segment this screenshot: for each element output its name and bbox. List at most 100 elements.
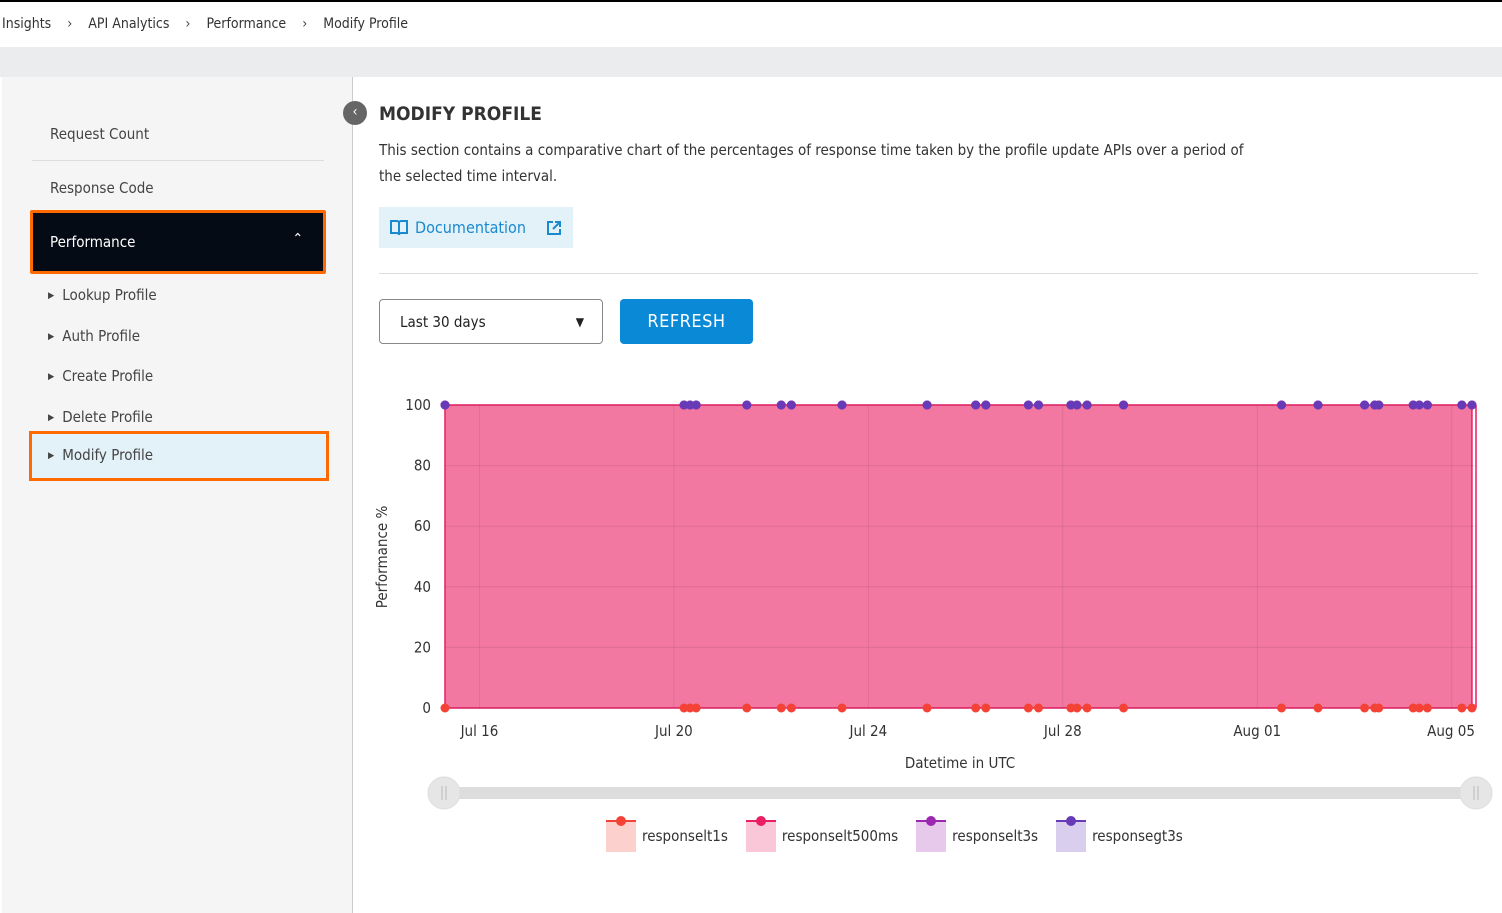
point-responselt1s: [440, 703, 450, 713]
point-responsegt3s: [1072, 400, 1082, 410]
sidebar-subitem-modify-profile[interactable]: ▶ Modify Profile: [29, 431, 329, 481]
range-slider-track: [444, 787, 1476, 799]
chevron-right-icon: ›: [302, 16, 308, 32]
external-link-icon: [546, 220, 561, 235]
caret-right-icon: ▶: [48, 372, 55, 382]
legend-label: responselt500ms: [781, 827, 899, 845]
x-tick-label: Jul 28: [1043, 722, 1082, 740]
time-range-select[interactable]: Last 30 days ▼: [379, 299, 603, 344]
point-responselt1s: [1360, 703, 1370, 713]
sidebar-item-performance[interactable]: Performance ⌃: [30, 210, 326, 274]
collapse-sidebar-button[interactable]: ‹: [343, 101, 367, 125]
point-responsegt3s: [776, 400, 786, 410]
y-tick-label: 100: [405, 396, 431, 414]
page-description: This section contains a comparative char…: [379, 141, 1244, 185]
point-responselt1s: [1313, 703, 1323, 713]
refresh-button[interactable]: REFRESH: [620, 299, 753, 344]
point-responsegt3s: [971, 400, 981, 410]
breadcrumb-api-analytics[interactable]: API Analytics: [88, 16, 170, 32]
sidebar: Request Count Response Code Performance ⌃…: [2, 77, 353, 913]
legend-label: responsegt3s: [1092, 827, 1183, 845]
point-responsegt3s: [1119, 400, 1129, 410]
y-tick-label: 40: [414, 578, 431, 596]
point-responsegt3s: [691, 400, 701, 410]
point-responselt1s: [1119, 703, 1129, 713]
legend-item-responsegt3s[interactable]: responsegt3s: [1056, 816, 1183, 852]
point-responsegt3s: [742, 400, 752, 410]
caret-down-icon: ▼: [575, 315, 584, 329]
chevron-right-icon: ›: [67, 16, 73, 32]
point-responsegt3s: [1467, 400, 1477, 410]
legend-item-responselt3s[interactable]: responselt3s: [916, 816, 1039, 852]
point-responselt1s: [1467, 703, 1477, 713]
point-responsegt3s: [1414, 400, 1424, 410]
point-responsegt3s: [786, 400, 796, 410]
y-tick-label: 20: [414, 638, 431, 656]
legend-label: responselt1s: [642, 827, 728, 845]
legend-item-responselt1s[interactable]: responselt1s: [606, 816, 728, 852]
sidebar-item-request-count[interactable]: Request Count: [50, 125, 150, 143]
breadcrumb: Insights › API Analytics › Performance › Mo…: [2, 16, 408, 32]
point-responsegt3s: [981, 400, 991, 410]
legend-swatch: [1056, 816, 1087, 852]
label: Modify Profile: [62, 446, 154, 464]
legend-label: responselt3s: [952, 827, 1039, 845]
caret-right-icon: ▶: [48, 291, 55, 301]
point-responsegt3s: [1082, 400, 1092, 410]
header-band: [0, 47, 1502, 77]
x-axis-label: Datetime in UTC: [905, 754, 1015, 772]
breadcrumb-current: Modify Profile: [323, 16, 409, 32]
x-tick-label: Jul 24: [848, 722, 887, 740]
sidebar-subitem-inner: ▶ Modify Profile: [48, 446, 153, 464]
y-tick-label: 0: [422, 699, 431, 717]
divider: [379, 273, 1478, 274]
legend-swatch: [916, 816, 947, 852]
point-responselt1s: [981, 703, 991, 713]
chevron-up-icon: ⌃: [292, 231, 303, 247]
book-icon: [390, 219, 408, 235]
range-slider-handle-left[interactable]: [427, 776, 461, 810]
top-border: [0, 0, 1502, 2]
point-responsegt3s: [1374, 400, 1384, 410]
x-tick-label: Jul 20: [654, 722, 693, 740]
point-responselt1s: [1422, 703, 1432, 713]
point-responselt1s: [1277, 703, 1287, 713]
point-responsegt3s: [1033, 400, 1043, 410]
sidebar-subitem-lookup-profile[interactable]: ▶ Lookup Profile: [48, 286, 157, 304]
chart-legend: responselt1s responselt500ms responselt3s r…: [606, 816, 1183, 852]
label: Lookup Profile: [62, 286, 157, 304]
point-responsegt3s: [1360, 400, 1370, 410]
sidebar-item-label: Performance: [50, 233, 136, 251]
sidebar-item-response-code[interactable]: Response Code: [50, 179, 154, 197]
point-responselt1s: [742, 703, 752, 713]
sidebar-subitem-create-profile[interactable]: ▶ Create Profile: [48, 367, 153, 385]
label: Create Profile: [62, 367, 154, 385]
x-tick-label: Aug 05: [1427, 722, 1475, 740]
breadcrumb-insights[interactable]: Insights: [2, 16, 52, 32]
legend-item-responselt500ms[interactable]: responselt500ms: [745, 816, 899, 852]
y-tick-label: 80: [414, 457, 431, 475]
range-slider-handle-right[interactable]: [1459, 776, 1493, 810]
documentation-label: Documentation: [415, 218, 526, 237]
sidebar-subitem-auth-profile[interactable]: ▶ Auth Profile: [48, 327, 140, 345]
caret-right-icon: ▶: [48, 332, 55, 342]
point-responselt1s: [1072, 703, 1082, 713]
caret-right-icon: ▶: [48, 413, 55, 423]
point-responsegt3s: [1313, 400, 1323, 410]
divider: [32, 160, 324, 161]
point-responselt1s: [1414, 703, 1424, 713]
point-responsegt3s: [922, 400, 932, 410]
caret-right-icon: ▶: [48, 451, 55, 461]
point-responsegt3s: [837, 400, 847, 410]
legend-swatch: [745, 816, 776, 852]
legend-swatch: [606, 816, 636, 852]
sidebar-subitem-delete-profile[interactable]: ▶ Delete Profile: [48, 408, 153, 426]
area-responselt500ms: [444, 404, 1473, 709]
documentation-link[interactable]: Documentation: [379, 207, 573, 248]
y-axis-label: Performance %: [373, 506, 391, 609]
grip-icon: [1473, 786, 1479, 800]
point-responselt1s: [1082, 703, 1092, 713]
point-responselt1s: [1374, 703, 1384, 713]
breadcrumb-performance[interactable]: Performance: [206, 16, 287, 32]
